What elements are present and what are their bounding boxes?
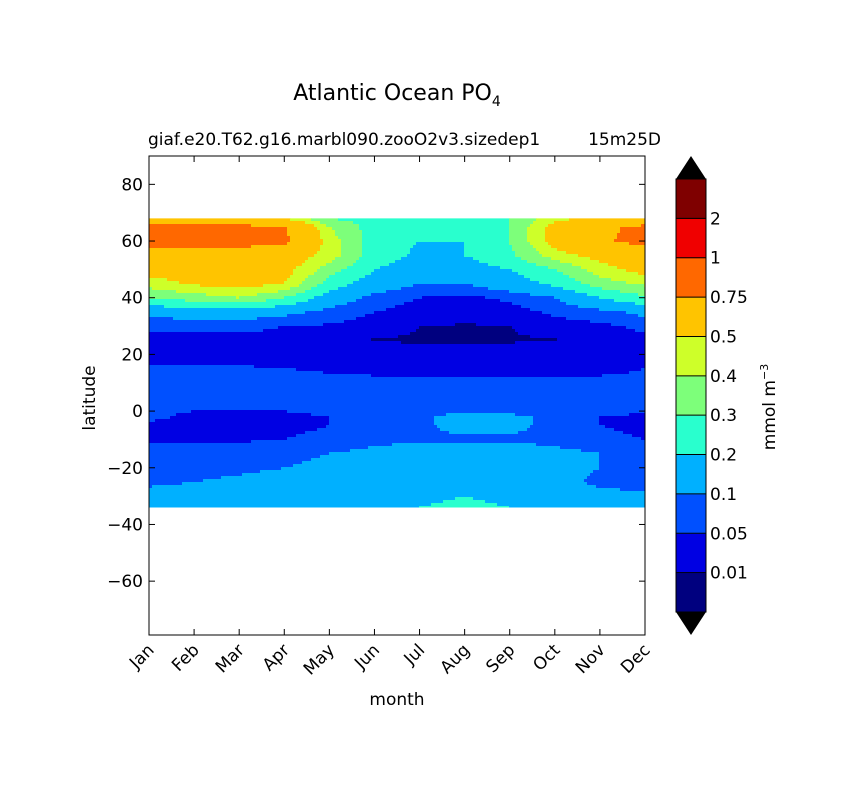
colorbar-frame xyxy=(675,178,707,613)
plot-frame xyxy=(148,155,646,636)
y-tick-label: 0 xyxy=(132,402,143,422)
colorbar-segment xyxy=(676,297,706,337)
colorbar-segment xyxy=(676,375,706,416)
x-tick-label: Sep xyxy=(482,640,519,677)
chart-subtitle-right: 15m25D xyxy=(588,130,661,150)
x-tick-label: Jun xyxy=(350,640,384,674)
chart-subtitle-left: giaf.e20.T62.g16.marbl090.zooO2v3.sizede… xyxy=(148,130,540,150)
colorbar-tick-label: 0.5 xyxy=(710,327,737,347)
colorbar-tick-label: 0.4 xyxy=(710,367,737,387)
y-tick-label: −20 xyxy=(107,459,143,479)
y-tick-label: 40 xyxy=(121,289,143,309)
x-tick-label: Jul xyxy=(400,640,429,669)
colorbar-tick-label: 0.1 xyxy=(710,485,737,505)
colorbar-segment xyxy=(676,415,706,456)
x-tick-label: May xyxy=(300,640,339,679)
x-tick-label: Jan xyxy=(125,640,158,673)
x-tick-label: Oct xyxy=(529,640,564,675)
y-tick-label: 20 xyxy=(121,345,143,365)
colorbar-segment xyxy=(676,336,706,377)
colorbar-segment xyxy=(676,533,706,574)
colorbar-segment xyxy=(676,179,706,219)
colorbar-tick-label: 2 xyxy=(710,209,721,229)
colorbar-segment xyxy=(676,493,706,534)
x-tick-label: Dec xyxy=(617,640,654,677)
colorbar-segment xyxy=(676,218,706,259)
colorbar-extend-max xyxy=(676,156,706,179)
contour-field xyxy=(149,218,645,508)
colorbar-tick-label: 1 xyxy=(710,249,721,269)
y-tick-label: −40 xyxy=(107,515,143,535)
chart-title: Atlantic Ocean PO4 xyxy=(293,81,501,110)
x-tick-label: Mar xyxy=(212,640,249,677)
x-tick-label: Aug xyxy=(437,640,475,678)
colorbar-tick-label: 0.2 xyxy=(710,446,737,466)
colorbar-tick-label: 0.01 xyxy=(710,564,748,584)
y-axis-label: latitude xyxy=(80,365,100,430)
x-tick-label: Feb xyxy=(168,640,203,675)
colorbar-extend-min xyxy=(676,612,706,635)
x-tick-label: Apr xyxy=(259,640,294,675)
colorbar-segment xyxy=(676,572,706,613)
colorbar-tick-label: 0.75 xyxy=(710,288,748,308)
x-axis-label: month xyxy=(369,690,424,710)
colorbar-segment xyxy=(676,257,706,298)
colorbar-label: mmol m−3 xyxy=(758,364,780,450)
y-tick-label: 60 xyxy=(121,232,143,252)
colorbar-tick-label: 0.3 xyxy=(710,406,737,426)
x-tick-label: Nov xyxy=(572,640,610,678)
colorbar-tick-label: 0.05 xyxy=(710,524,748,544)
colorbar-segment xyxy=(676,454,706,495)
y-tick-label: −60 xyxy=(107,572,143,592)
colorbar: 0.01 0.05 0.1 0.2 0.3 0.4 0.5 0.75 1 2 xyxy=(675,156,748,635)
y-tick-label: 80 xyxy=(121,175,143,195)
